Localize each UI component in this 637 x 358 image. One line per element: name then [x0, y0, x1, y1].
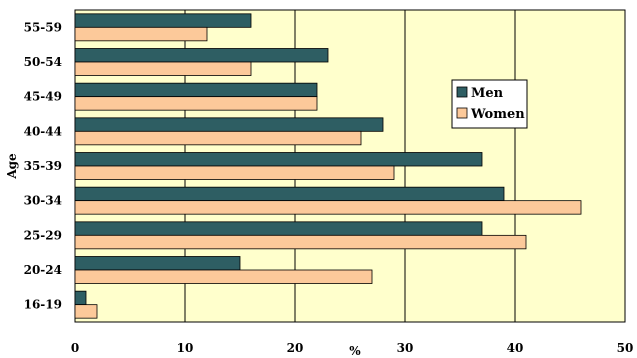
bar-women-30-34 — [74, 200, 582, 215]
y-tick-label: 40-44 — [24, 124, 62, 138]
y-tick-label: 20-24 — [24, 263, 62, 277]
bar-men-25-29 — [74, 221, 483, 236]
y-tick-labels: 55-59 50-54 45-49 40-44 35-39 30-34 25-29 20-24… — [24, 20, 62, 311]
bar-women-50-54 — [74, 61, 252, 76]
x-tick-label: 50 — [617, 341, 634, 355]
x-tick-label: 20 — [287, 341, 304, 355]
legend-label-men: Men — [471, 86, 504, 101]
y-tick-label: 50-54 — [24, 55, 62, 69]
x-axis-title: % — [349, 344, 361, 358]
bar-women-35-39 — [74, 165, 395, 180]
x-tick-labels: 0 10 20 30 40 50 — [71, 341, 634, 355]
bar-women-55-59 — [74, 26, 208, 42]
y-axis-title: Age — [5, 153, 19, 180]
x-tick-label: 30 — [397, 341, 414, 355]
bar-women-20-24 — [74, 269, 373, 284]
y-tick-label: 16-19 — [24, 298, 62, 312]
bar-men-35-39 — [74, 152, 483, 167]
legend-label-women: Women — [470, 107, 525, 122]
bars — [74, 13, 582, 319]
x-tick-label: 10 — [177, 341, 194, 355]
bar-men-55-59 — [74, 13, 252, 28]
bar-men-45-49 — [74, 82, 318, 98]
bar-women-45-49 — [74, 96, 318, 111]
bar-men-16-19 — [74, 290, 87, 306]
y-tick-label: 55-59 — [24, 20, 62, 34]
bar-women-40-44 — [74, 130, 362, 146]
bar-men-30-34 — [74, 186, 505, 202]
y-tick-label: 35-39 — [24, 159, 62, 173]
legend-swatch-women — [456, 107, 468, 119]
x-tick-label: 40 — [507, 341, 524, 355]
legend: Men Women — [451, 79, 528, 129]
bar-men-40-44 — [74, 117, 384, 132]
y-tick-label: 30-34 — [24, 194, 62, 208]
bar-women-25-29 — [74, 234, 527, 250]
bar-women-16-19 — [74, 304, 98, 319]
bar-men-50-54 — [74, 48, 329, 63]
y-tick-label: 45-49 — [24, 90, 62, 104]
x-tick-label: 0 — [71, 341, 79, 355]
y-tick-label: 25-29 — [24, 228, 62, 242]
legend-swatch-men — [456, 86, 468, 98]
bar-men-20-24 — [74, 256, 241, 271]
